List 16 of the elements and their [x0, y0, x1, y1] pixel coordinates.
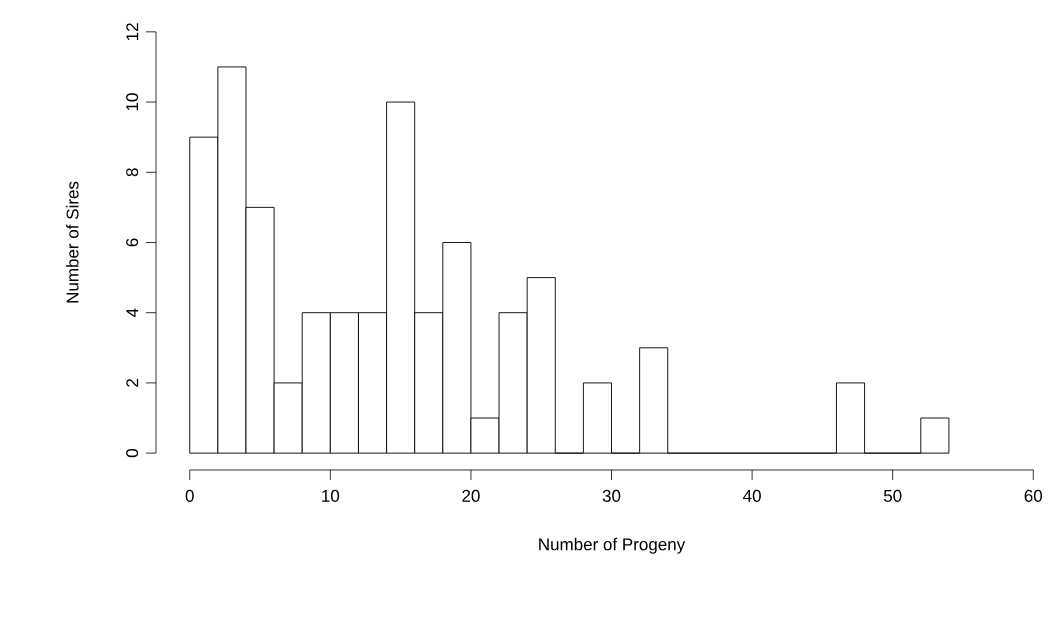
x-axis-title: Number of Progeny — [539, 537, 686, 554]
x-tick-label: 30 — [602, 489, 621, 502]
y-tick-label: 12 — [126, 23, 139, 40]
y-tick-label: 8 — [126, 168, 139, 177]
y-tick-label: 2 — [126, 379, 139, 387]
y-tick-label: 0 — [126, 449, 139, 458]
x-tick-label: 20 — [462, 489, 480, 502]
y-axis-title: Number of Sires — [66, 181, 79, 303]
y-tick-label: 10 — [126, 93, 139, 111]
x-tick-label: 10 — [322, 489, 340, 502]
x-tick-label: 50 — [883, 489, 902, 502]
x-tick-label: 60 — [1024, 489, 1043, 502]
y-tick-label: 6 — [126, 238, 139, 247]
x-tick-label: 40 — [743, 489, 761, 502]
y-tick-label: 4 — [126, 308, 139, 318]
x-tick-label: 0 — [185, 489, 194, 502]
